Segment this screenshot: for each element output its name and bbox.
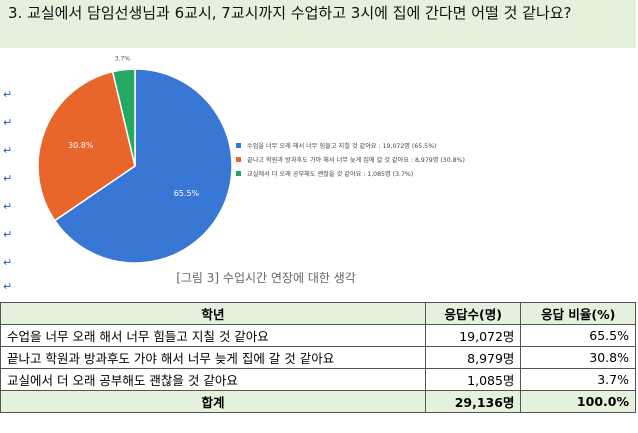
- table-row: 끝나고 학원과 방과후도 가야 해서 너무 늦게 집에 갈 것 같아요 8,979…: [0, 346, 636, 369]
- table-cell: 100.0%: [520, 390, 636, 413]
- table-cell: 합계: [0, 390, 426, 413]
- legend-swatch: [236, 143, 241, 148]
- table-cell: 끝나고 학원과 방과후도 가야 해서 너무 늦게 집에 갈 것 같아요: [0, 346, 426, 369]
- legend-label: 끝나고 학원과 방과후도 가야 해서 너무 늦게 집에 갈 것 같아요 : 8,…: [247, 156, 465, 164]
- value-label: 65.5%: [174, 189, 200, 198]
- header-cell: 응답 비율(%): [520, 302, 636, 325]
- result-table: 학년 응답수(명) 응답 비율(%) 수업을 너무 오래 해서 너무 힘들고 지…: [0, 302, 636, 413]
- table-cell: 19,072명: [424, 324, 522, 347]
- paragraph-mark: ↵: [3, 280, 13, 293]
- header-cell: 학년: [0, 302, 426, 325]
- table-row: 합계 29,136명 100.0%: [0, 390, 636, 413]
- pie-slice: [37, 70, 136, 222]
- paragraph-mark: ↵: [3, 200, 13, 213]
- table-row: 수업을 너무 오래 해서 너무 힘들고 지칠 것 같아요 19,072명 65.5%: [0, 324, 636, 347]
- pie-slice: [111, 68, 136, 167]
- table-cell: 30.8%: [520, 346, 636, 369]
- header-row: 학년 응답수(명) 응답 비율(%): [0, 302, 636, 325]
- header-cell: 응답수(명): [424, 302, 522, 325]
- table-cell: 29,136명: [424, 390, 522, 413]
- paragraph-mark: ↵: [3, 228, 13, 241]
- table-cell: 1,085명: [424, 368, 522, 391]
- pie-chart: [그림 3] 수업시간 연장에 대한 생각 65.5% 30.8% 3.7% 수업을 …: [37, 56, 465, 285]
- paragraph-mark: ↵: [3, 256, 13, 269]
- table-row: 교실에서 더 오래 공부해도 괜찮을 것 같아요 1,085명 3.7%: [0, 368, 636, 391]
- table-cell: 65.5%: [520, 324, 636, 347]
- paragraph-mark: ↵: [3, 172, 13, 185]
- figure-caption: [그림 3] 수업시간 연장에 대한 생각: [176, 271, 356, 285]
- table-cell: 3.7%: [520, 368, 636, 391]
- value-label: 30.8%: [68, 141, 94, 150]
- question-heading: 3. 교실에서 담임선생님과 6교시, 7교시까지 수업하고 3시에 집에 간다…: [0, 0, 636, 48]
- paragraph-mark: ↵: [3, 116, 13, 129]
- paragraph-mark: ↵: [3, 144, 13, 157]
- value-label: 3.7%: [115, 56, 131, 63]
- legend-swatch: [236, 171, 241, 176]
- paragraph-mark: ↵: [3, 88, 13, 101]
- legend-swatch: [236, 157, 241, 162]
- legend-label: 수업을 너무 오래 해서 너무 힘들고 지칠 것 같아요 : 19,072명 (…: [247, 142, 436, 150]
- table-cell: 8,979명: [424, 346, 522, 369]
- legend-label: 교실에서 더 오래 공부해도 괜찮을 것 같아요 : 1,085명 (3.7%): [247, 170, 413, 178]
- pie-slice: [53, 68, 233, 264]
- table-cell: 수업을 너무 오래 해서 너무 힘들고 지칠 것 같아요: [0, 324, 426, 347]
- table-cell: 교실에서 더 오래 공부해도 괜찮을 것 같아요: [0, 368, 426, 391]
